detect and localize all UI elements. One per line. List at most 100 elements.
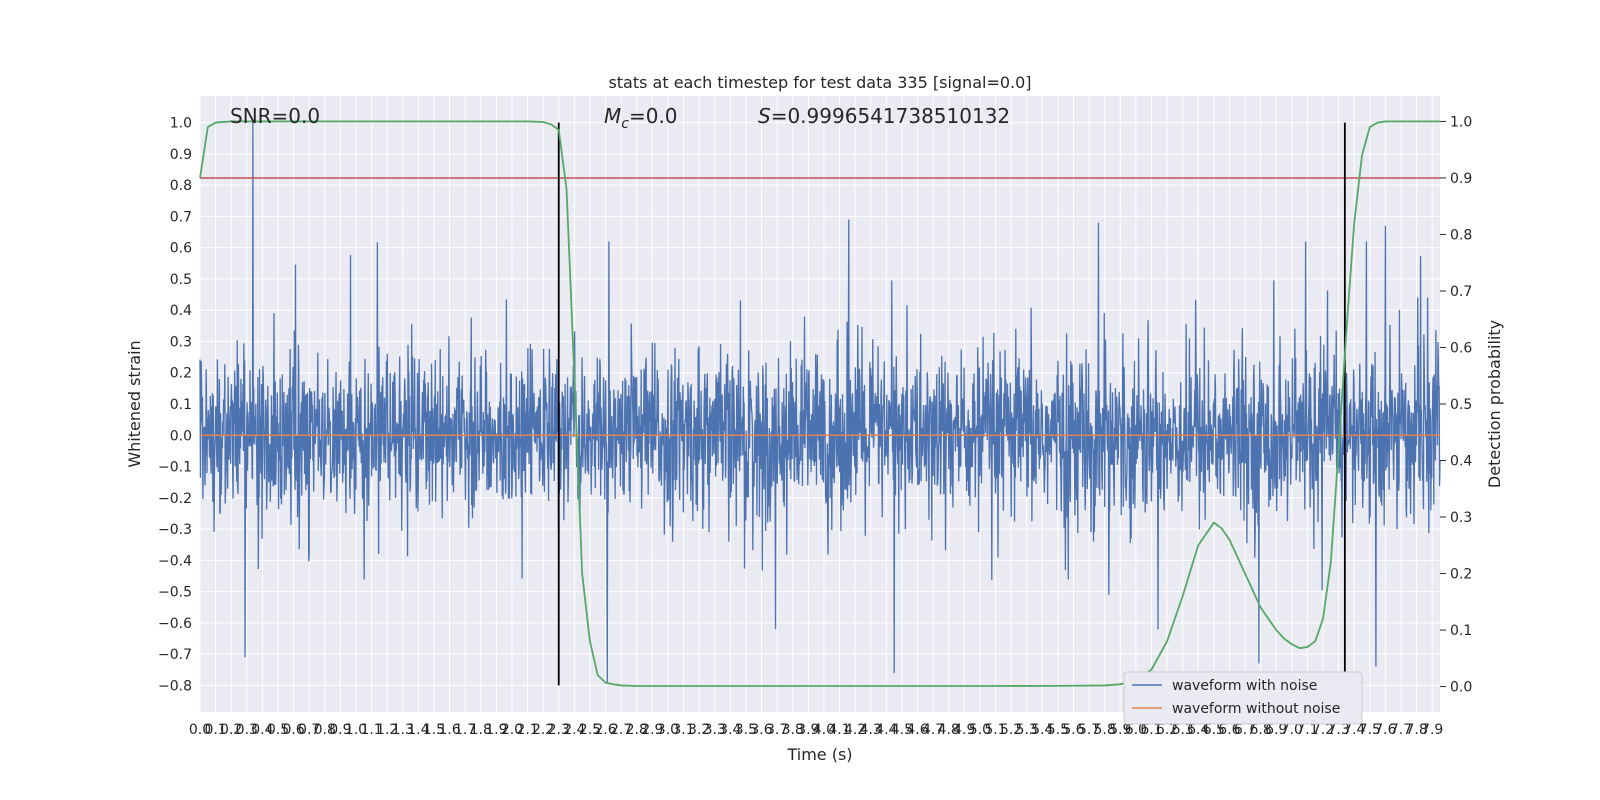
x-tick-label: 7.6 bbox=[1374, 722, 1396, 738]
legend: waveform with noise waveform without noi… bbox=[1123, 671, 1363, 725]
x-tick-label: 2.4 bbox=[563, 722, 585, 738]
x-tick-label: 1.7 bbox=[454, 722, 476, 738]
x-tick-label: 1.2 bbox=[376, 722, 398, 738]
chirp-mass-value: =0.0 bbox=[629, 104, 678, 128]
x-tick-label: 5.8 bbox=[1094, 722, 1116, 738]
legend-label-noise: waveform with noise bbox=[1172, 678, 1317, 694]
x-tick-label: 5.1 bbox=[984, 722, 1006, 738]
x-tick-label: 3.1 bbox=[672, 722, 694, 738]
x-tick-label: 3.4 bbox=[719, 722, 741, 738]
x-tick-label: 7.8 bbox=[1405, 722, 1427, 738]
x-tick-label: 4.2 bbox=[844, 722, 866, 738]
x-tick-label: 4.0 bbox=[813, 722, 835, 738]
x-tick-label: 0.6 bbox=[282, 722, 304, 738]
x-tick-label: 7.4 bbox=[1343, 722, 1365, 738]
y-left-tick-label: 0.9 bbox=[170, 147, 192, 163]
x-tick-label: 2.6 bbox=[594, 722, 616, 738]
x-tick-label: 0.2 bbox=[220, 722, 242, 738]
y-left-tick-label: −0.3 bbox=[158, 522, 192, 538]
noise-waveform-line bbox=[199, 122, 1441, 683]
y-left-tick-label: −0.1 bbox=[158, 460, 192, 476]
y-left-tick-label: 0.8 bbox=[170, 178, 192, 194]
x-tick-label: 1.1 bbox=[360, 722, 382, 738]
y-axis-label-right: Detection probability bbox=[1485, 320, 1504, 488]
x-tick-label: 0.5 bbox=[267, 722, 289, 738]
x-tick-label: 2.7 bbox=[610, 722, 632, 738]
legend-label-clean: waveform without noise bbox=[1172, 701, 1340, 717]
x-tick-label: 1.3 bbox=[392, 722, 414, 738]
x-tick-label: 1.4 bbox=[407, 722, 429, 738]
y-left-tick-label: −0.4 bbox=[158, 553, 192, 569]
x-tick-label: 2.3 bbox=[548, 722, 570, 738]
x-tick-label: 5.7 bbox=[1078, 722, 1100, 738]
y-left-tick-label: 0.7 bbox=[170, 209, 192, 225]
x-tick-label: 7.0 bbox=[1281, 722, 1303, 738]
x-tick-label: 4.7 bbox=[922, 722, 944, 738]
y-right-tick-labels: 0.0 0.1 0.2 0.3 0.4 0.5 0.6 0.7 0.8 0.9 1.0 bbox=[1440, 114, 1472, 696]
x-tick-label: 2.5 bbox=[579, 722, 601, 738]
x-tick-label: 2.9 bbox=[641, 722, 663, 738]
x-tick-label: 5.9 bbox=[1109, 722, 1131, 738]
y-right-tick-label: 0.4 bbox=[1450, 454, 1472, 470]
x-tick-label: 2.8 bbox=[626, 722, 648, 738]
x-tick-label: 6.8 bbox=[1249, 722, 1271, 738]
x-tick-label: 1.5 bbox=[423, 722, 445, 738]
y-right-tick-label: 0.5 bbox=[1450, 397, 1472, 413]
x-tick-label: 5.3 bbox=[1016, 722, 1038, 738]
x-tick-label: 2.0 bbox=[501, 722, 523, 738]
x-tick-label: 4.8 bbox=[938, 722, 960, 738]
x-tick-label: 0.9 bbox=[329, 722, 351, 738]
x-tick-label: 3.0 bbox=[657, 722, 679, 738]
x-tick-label: 4.4 bbox=[875, 722, 897, 738]
x-tick-label: 0.8 bbox=[314, 722, 336, 738]
chirp-mass-annotation: Mc=0.0 bbox=[604, 104, 678, 132]
y-left-tick-label: −0.8 bbox=[158, 678, 192, 694]
x-tick-label: 6.6 bbox=[1218, 722, 1240, 738]
score-value: =0.9996541738510132 bbox=[771, 104, 1010, 128]
x-tick-label: 7.3 bbox=[1327, 722, 1349, 738]
y-right-tick-label: 0.2 bbox=[1450, 567, 1472, 583]
y-right-tick-label: 0.1 bbox=[1450, 623, 1472, 639]
x-tick-label: 6.0 bbox=[1125, 722, 1147, 738]
x-tick-label: 5.6 bbox=[1062, 722, 1084, 738]
x-tick-label: 3.2 bbox=[688, 722, 710, 738]
x-tick-label: 1.8 bbox=[470, 722, 492, 738]
chirp-mass-symbol: M bbox=[604, 104, 621, 128]
y-left-tick-label: −0.7 bbox=[158, 647, 192, 663]
x-tick-label: 0.7 bbox=[298, 722, 320, 738]
x-tick-label: 4.5 bbox=[891, 722, 913, 738]
x-tick-label: 0.4 bbox=[251, 722, 273, 738]
y-right-tick-label: 0.3 bbox=[1450, 510, 1472, 526]
x-tick-label: 7.1 bbox=[1296, 722, 1318, 738]
y-axis-label-left: Whitened strain bbox=[125, 340, 144, 467]
y-left-tick-label: −0.2 bbox=[158, 491, 192, 507]
x-tick-label: 4.3 bbox=[860, 722, 882, 738]
x-tick-label: 0.0 bbox=[189, 722, 211, 738]
chart-title: stats at each timestep for test data 335… bbox=[608, 73, 1031, 92]
x-tick-label: 7.9 bbox=[1421, 722, 1443, 738]
x-tick-label: 3.8 bbox=[782, 722, 804, 738]
x-tick-label: 1.0 bbox=[345, 722, 367, 738]
x-tick-label: 6.1 bbox=[1140, 722, 1162, 738]
x-tick-label: 5.2 bbox=[1000, 722, 1022, 738]
x-tick-label: 4.6 bbox=[906, 722, 928, 738]
y-right-tick-label: 0.8 bbox=[1450, 227, 1472, 243]
x-tick-label: 2.1 bbox=[516, 722, 538, 738]
y-left-tick-label: 0.5 bbox=[170, 272, 192, 288]
x-tick-label: 3.5 bbox=[735, 722, 757, 738]
legend-box bbox=[1123, 671, 1363, 725]
y-left-tick-label: 0.1 bbox=[170, 397, 192, 413]
score-annotation: S=0.9996541738510132 bbox=[758, 104, 1010, 128]
y-left-tick-label: 0.4 bbox=[170, 303, 192, 319]
x-tick-label: 1.9 bbox=[485, 722, 507, 738]
y-left-tick-label: 0.2 bbox=[170, 366, 192, 382]
score-symbol: S bbox=[758, 104, 771, 128]
x-tick-label: 6.3 bbox=[1172, 722, 1194, 738]
reference-lines bbox=[200, 122, 1440, 686]
y-right-tick-label: 0.0 bbox=[1450, 680, 1472, 696]
x-tick-label: 7.2 bbox=[1312, 722, 1334, 738]
x-tick-label: 3.3 bbox=[704, 722, 726, 738]
waveform-with-noise-series bbox=[199, 122, 1441, 683]
x-tick-labels: 0.00.10.20.30.40.50.60.70.80.91.01.11.21… bbox=[189, 722, 1443, 738]
x-tick-label: 5.5 bbox=[1047, 722, 1069, 738]
